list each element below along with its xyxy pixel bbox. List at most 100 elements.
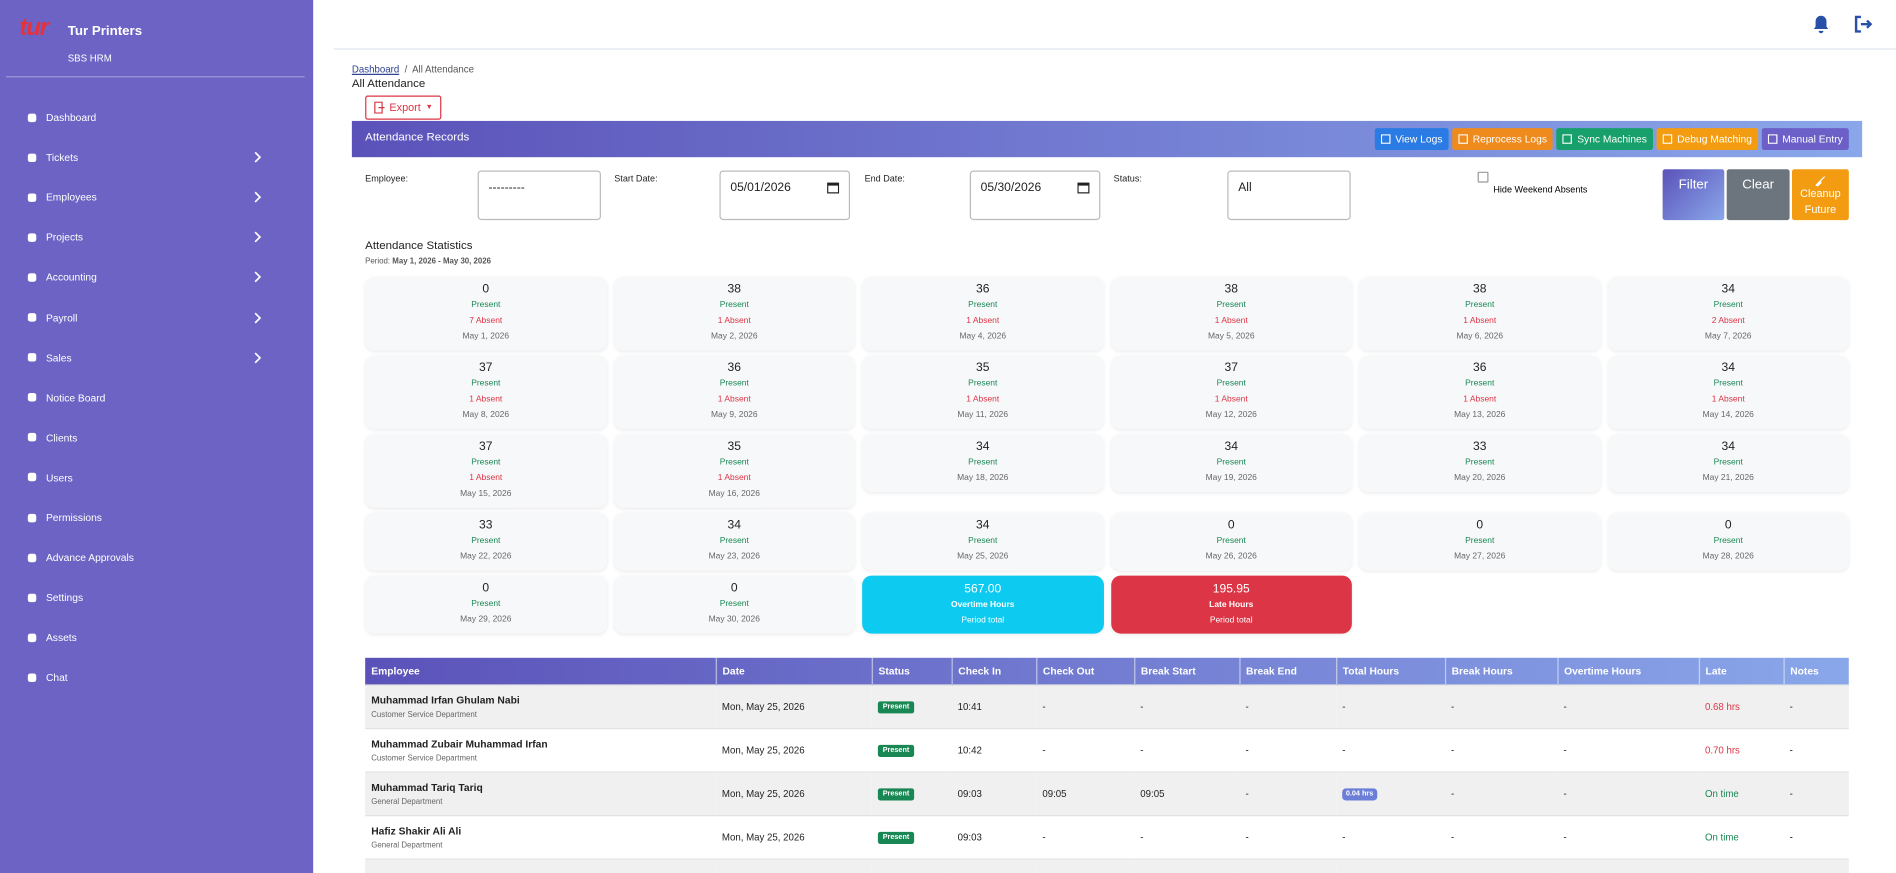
cell: -: [1444, 684, 1558, 729]
menu-item[interactable]: Employees: [27, 188, 281, 207]
column-header: Late: [1698, 657, 1785, 686]
present-word: Present: [1216, 379, 1246, 389]
filter-button[interactable]: Filter: [1662, 169, 1725, 221]
column-header: Employee: [365, 657, 717, 686]
header-button[interactable]: Debug Matching: [1656, 128, 1759, 150]
present-word: Present: [1713, 458, 1743, 467]
menu-item[interactable]: Permissions: [27, 508, 281, 527]
employee-name: Muhammad Irfan Ghulam Nabi: [371, 694, 520, 707]
header-button[interactable]: Manual Entry: [1761, 128, 1849, 150]
cell: Mon, May 25, 2026: [715, 858, 872, 873]
logout-icon[interactable]: [1854, 15, 1873, 34]
stat-card: 33 Present May 22, 2026: [365, 512, 607, 571]
cell: -: [1557, 814, 1699, 860]
cell-text: Mon, May 25, 2026: [721, 701, 805, 713]
stat-card: 34 Present May 18, 2026: [862, 434, 1104, 493]
menu-item[interactable]: Notice Board: [27, 388, 281, 407]
present-word: Present: [719, 536, 749, 546]
present-count: 0: [1227, 518, 1235, 533]
cell: On time: [1698, 858, 1784, 873]
menu-item[interactable]: Payroll: [27, 308, 281, 327]
menu-item[interactable]: Advance Approvals: [27, 548, 281, 567]
cell: Mon, May 25, 2026: [715, 684, 872, 729]
stats-grid: 0 Present 7 Absent May 1, 2026 38 Present 1 Ab…: [365, 276, 1849, 634]
absent: 1 Absent: [1608, 392, 1849, 408]
stat-date: May 2, 2026: [710, 332, 758, 341]
menu-item[interactable]: Dashboard: [27, 108, 281, 127]
cell-text: -: [1451, 744, 1455, 756]
present-count: 34: [1721, 361, 1735, 375]
cell: Mon, May 25, 2026: [715, 814, 872, 860]
present-count: 33: [1473, 440, 1487, 454]
chevron: [254, 191, 262, 203]
header-button[interactable]: View Logs: [1374, 128, 1449, 150]
stat-date: May 6, 2026: [1456, 332, 1504, 341]
menu-label: Dashboard: [45, 111, 97, 124]
present-word: Present: [1465, 536, 1495, 546]
cell-text: -: [1563, 744, 1567, 756]
cell-text: 09:03: [957, 831, 982, 843]
clear-button[interactable]: Clear: [1726, 169, 1790, 221]
status-badge: Present: [877, 744, 915, 757]
menu-item[interactable]: Assets: [27, 628, 281, 647]
header-button[interactable]: Reprocess Logs: [1452, 128, 1554, 150]
cleanup-button[interactable]: Cleanup Future: [1792, 169, 1849, 221]
checkbox[interactable]: [1477, 171, 1489, 183]
filter-input[interactable]: 05/30/2026: [969, 170, 1101, 221]
cell: -: [1134, 727, 1240, 773]
menu-item[interactable]: Projects: [27, 228, 281, 247]
menu-icon: [27, 673, 37, 682]
present-word: Present: [968, 301, 998, 310]
total-label: Overtime Hours: [951, 600, 1015, 610]
topbar-line: [333, 48, 1896, 50]
menu-item[interactable]: Clients: [27, 428, 281, 447]
present-count: 34: [976, 518, 990, 533]
cell-text: -: [1451, 788, 1455, 800]
menu-item[interactable]: Chat: [27, 668, 281, 687]
employee-department: General Department: [371, 798, 443, 807]
header-button[interactable]: Sync Machines: [1556, 128, 1653, 150]
button-icon: [1380, 134, 1391, 144]
export-button[interactable]: Export ▼: [365, 95, 442, 120]
menu-item[interactable]: Tickets: [27, 148, 281, 167]
menu-item[interactable]: Sales: [27, 348, 281, 367]
filter-input[interactable]: 05/01/2026: [719, 170, 851, 221]
absent-count: 1: [966, 395, 971, 404]
cell: -: [1036, 858, 1135, 873]
cell-text: On time: [1704, 788, 1739, 800]
absent: 1 Absent: [365, 392, 606, 408]
menu-icon: [27, 273, 37, 282]
filter-input[interactable]: ---------: [477, 170, 601, 221]
menu-icon: [27, 353, 37, 362]
menu-label: Notice Board: [45, 391, 106, 404]
total-value: 195.95: [1212, 582, 1250, 597]
cell-text: -: [1563, 701, 1567, 713]
filter-input[interactable]: All: [1227, 170, 1351, 221]
card-header: Attendance Records View Logs Reprocess Lo…: [351, 120, 1863, 158]
notifications-icon[interactable]: [1813, 15, 1830, 34]
cell-text: -: [1789, 744, 1793, 756]
cell-text: -: [1789, 701, 1793, 713]
menu-item[interactable]: Users: [27, 468, 281, 487]
stat-card: 38 Present 1 Absent May 2, 2026: [613, 276, 855, 351]
stat-date: May 12, 2026: [1205, 411, 1257, 420]
stat-card: 0 Present May 30, 2026: [613, 575, 855, 634]
cell-text: 0.68 hrs: [1704, 701, 1740, 713]
stat-card: 35 Present 1 Absent May 11, 2026: [862, 355, 1104, 430]
absent-count: 1: [717, 316, 723, 326]
present-word: Present: [719, 301, 749, 310]
stat-card: 36 Present 1 Absent May 4, 2026: [862, 276, 1104, 351]
column-header: Notes: [1783, 657, 1850, 686]
button-label: View Logs: [1395, 133, 1443, 146]
menu-item[interactable]: Settings: [27, 588, 281, 607]
cell-text: Mon, May 25, 2026: [721, 831, 805, 843]
column-header: Total Hours: [1336, 657, 1446, 686]
page-title: All Attendance: [351, 77, 426, 91]
absent-word: Absent: [475, 395, 503, 404]
present-word: Present: [968, 536, 998, 546]
menu-item[interactable]: Accounting: [27, 268, 281, 287]
stat-date: May 28, 2026: [1702, 552, 1754, 562]
present-word: Present: [1713, 301, 1743, 310]
breadcrumb-link[interactable]: Dashboard: [351, 64, 400, 75]
